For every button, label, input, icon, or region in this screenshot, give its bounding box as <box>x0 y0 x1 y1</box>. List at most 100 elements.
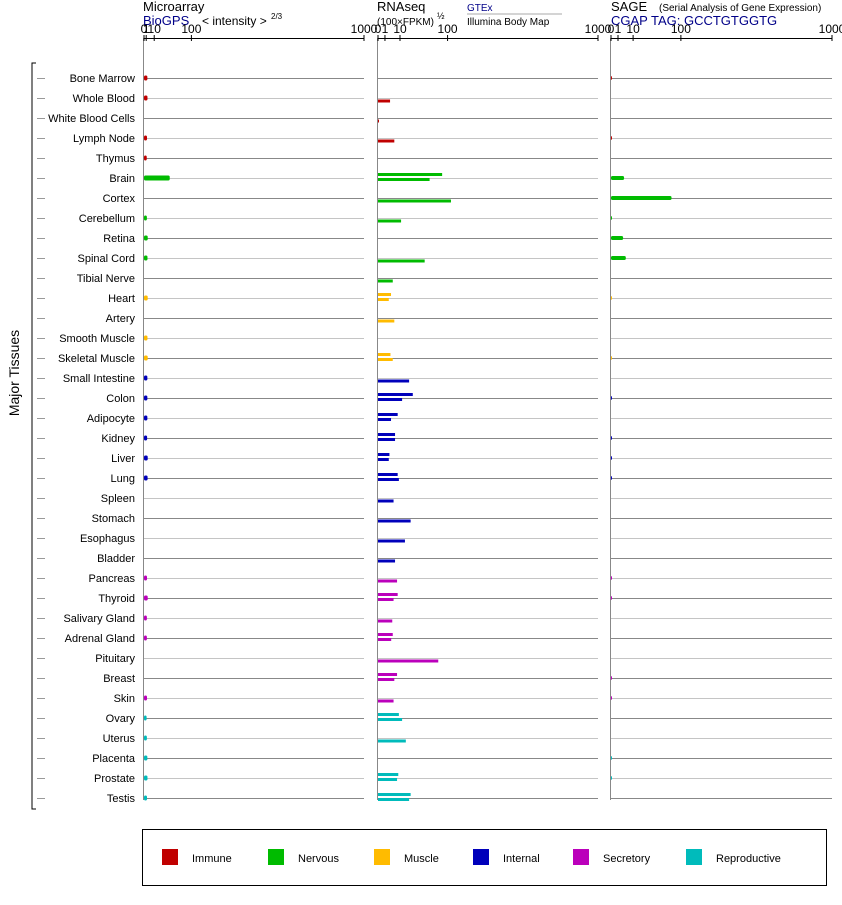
tissue-label-brain: Brain <box>109 173 135 185</box>
tissue-label-testis: Testis <box>107 793 136 805</box>
rnaseq-bar-stomach <box>378 519 411 523</box>
microarray-bar-whole-blood <box>144 95 148 101</box>
tissue-label-colon: Colon <box>106 393 135 405</box>
legend-label-muscle: Muscle <box>404 853 439 865</box>
tissue-label-esophagus: Esophagus <box>80 533 136 545</box>
rnaseq-bar-colon-2 <box>378 398 403 401</box>
tissue-label-thymus: Thymus <box>96 153 136 165</box>
rnaseq-bar-lung-2 <box>378 478 399 481</box>
tissue-label-cerebellum: Cerebellum <box>79 213 135 225</box>
sage-bar-skin <box>611 696 612 700</box>
rnaseq-bar-ovary-2 <box>378 718 403 721</box>
tissue-label-kidney: Kidney <box>101 433 135 445</box>
rnaseq-bar-adrenal-gland-2 <box>378 638 392 641</box>
tissue-label-cortex: Cortex <box>103 193 136 205</box>
sage-bar-colon <box>611 396 612 400</box>
rnaseq-tick-label: 0 <box>375 22 382 36</box>
rnaseq-bar-adipocyte-2 <box>378 418 392 421</box>
tissue-label-white-blood-cells: White Blood Cells <box>48 113 135 125</box>
rnaseq-bar-liver-2 <box>378 458 389 461</box>
sage-bar-spinal-cord <box>611 256 626 260</box>
sage-bar-cerebellum <box>611 216 612 220</box>
rnaseq-bar-adrenal-gland-1 <box>378 633 393 636</box>
tissue-label-artery: Artery <box>106 313 136 325</box>
rnaseq-bar-breast-1 <box>378 673 398 676</box>
rnaseq-source-illumina: Illumina Body Map <box>467 17 550 28</box>
microarray-bar-skin <box>144 695 148 701</box>
microarray-source: BioGPS <box>143 13 190 28</box>
rnaseq-bar-esophagus <box>378 539 405 543</box>
rnaseq-bar-pancreas <box>378 579 398 583</box>
rnaseq-bar-thyroid-2 <box>378 598 394 601</box>
sage-bar-heart <box>611 296 612 300</box>
tissue-label-pancreas: Pancreas <box>89 573 136 585</box>
microarray-bar-placenta <box>144 755 148 761</box>
rnaseq-bar-skin <box>378 699 394 703</box>
microarray-bar-small-intestine <box>144 375 148 381</box>
legend-label-immune: Immune <box>192 853 232 865</box>
sage-tick-label: 1 <box>615 22 622 36</box>
tissue-label-smooth-muscle: Smooth Muscle <box>59 333 135 345</box>
rnaseq-tick-label: 1 <box>382 22 389 36</box>
microarray-tick-label: 10 <box>148 22 162 36</box>
microarray-bar-bone-marrow <box>144 75 148 81</box>
rnaseq-bar-testis-1 <box>378 793 411 796</box>
tissue-label-bone-marrow: Bone Marrow <box>70 73 135 85</box>
microarray-title: Microarray <box>143 0 205 14</box>
rnaseq-bar-kidney-1 <box>378 433 396 436</box>
tissue-label-placenta: Placenta <box>92 753 136 765</box>
legend-swatch-reproductive <box>686 849 702 865</box>
tissue-label-adrenal-gland: Adrenal Gland <box>65 633 135 645</box>
microarray-tick-label: 1000 <box>351 22 378 36</box>
sage-tick-label: 1000 <box>819 22 842 36</box>
sage-tick-label: 100 <box>671 22 691 36</box>
legend-label-reproductive: Reproductive <box>716 853 781 865</box>
microarray-bar-uterus <box>144 735 147 741</box>
rnaseq-bar-tibial-nerve <box>378 279 393 283</box>
sage-bar-cortex <box>611 196 672 200</box>
tissue-label-bladder: Bladder <box>97 553 135 565</box>
legend-swatch-muscle <box>374 849 390 865</box>
legend-label-secretory: Secretory <box>603 853 651 865</box>
rnaseq-bar-ovary-1 <box>378 713 399 716</box>
microarray-bar-brain <box>144 175 170 181</box>
rnaseq-bar-skeletal-muscle-1 <box>378 353 391 356</box>
rnaseq-bar-white-blood-cells <box>378 119 379 123</box>
rnaseq-bar-spleen <box>378 499 394 503</box>
tissue-label-lymph-node: Lymph Node <box>73 133 135 145</box>
microarray-bar-heart <box>144 295 148 301</box>
microarray-bar-adipocyte <box>144 415 148 421</box>
rnaseq-bar-cerebellum <box>378 219 402 223</box>
microarray-bar-spinal-cord <box>144 255 148 261</box>
sage-bar-lymph-node <box>611 136 612 140</box>
tissue-label-whole-blood: Whole Blood <box>73 93 135 105</box>
microarray-scale-label: < intensity > <box>202 14 267 28</box>
tissue-label-spleen: Spleen <box>101 493 135 505</box>
microarray-scale-exponent: 2/3 <box>271 12 283 21</box>
sage-bar-lung <box>611 476 612 480</box>
sage-bar-skeletal-muscle <box>611 356 612 360</box>
tissue-label-pituitary: Pituitary <box>95 653 135 665</box>
tissue-label-ovary: Ovary <box>106 713 136 725</box>
rnaseq-bar-brain-2 <box>378 178 430 181</box>
microarray-tick-label: 0 <box>141 22 148 36</box>
legend-swatch-immune <box>162 849 178 865</box>
sage-bar-placenta <box>611 756 612 760</box>
rnaseq-bar-lymph-node <box>378 139 395 143</box>
tissue-label-stomach: Stomach <box>92 513 135 525</box>
sage-title: SAGE <box>611 0 647 14</box>
rnaseq-bar-kidney-2 <box>378 438 396 441</box>
tissue-label-breast: Breast <box>103 673 135 685</box>
sage-tick-label: 10 <box>626 22 640 36</box>
row-group-label: Major Tissues <box>6 330 22 416</box>
microarray-bar-prostate <box>144 775 148 781</box>
tissue-label-uterus: Uterus <box>103 733 136 745</box>
rnaseq-bar-colon-1 <box>378 393 413 396</box>
rnaseq-bar-pituitary <box>378 659 439 663</box>
rnaseq-bar-cortex <box>378 199 451 203</box>
microarray-bar-skeletal-muscle <box>144 355 148 361</box>
rnaseq-bar-skeletal-muscle-2 <box>378 358 393 361</box>
microarray-bar-liver <box>144 455 148 461</box>
